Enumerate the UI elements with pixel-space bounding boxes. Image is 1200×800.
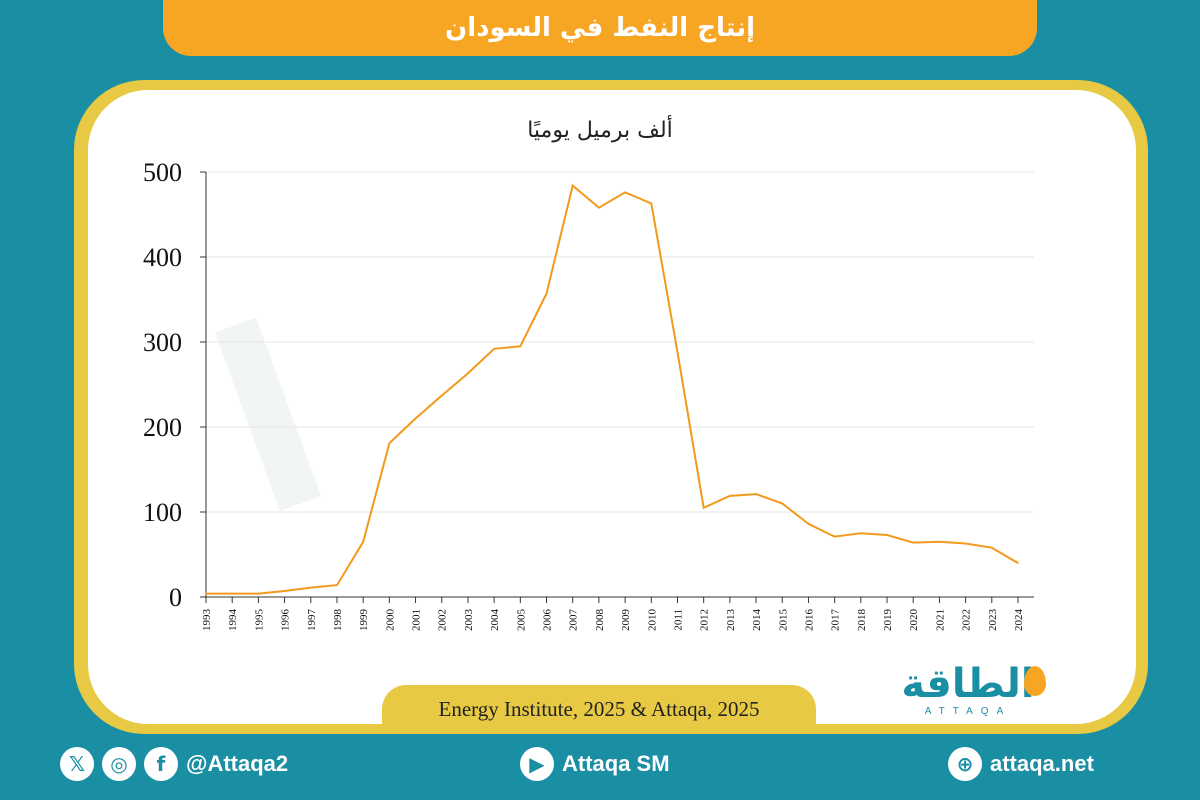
data-point [205, 592, 207, 595]
youtube-label: Attaqa SM [562, 751, 670, 776]
data-point [571, 184, 574, 187]
series-line [206, 183, 1019, 595]
x-tick-label: 2015 [777, 609, 789, 632]
x-tick-label: 2005 [515, 609, 527, 632]
data-point [991, 546, 993, 549]
data-point [729, 495, 731, 497]
x-tick-label: 2011 [672, 609, 684, 631]
x-tick-label: 2024 [1013, 609, 1025, 632]
data-point [964, 542, 967, 545]
facebook-icon[interactable]: f [144, 747, 178, 781]
chart-axes [200, 171, 1034, 603]
brand-sub: ATTAQA [924, 706, 1012, 717]
data-point [493, 348, 495, 350]
source-label: Energy Institute, 2025 & Attaqa, 2025 [382, 685, 816, 733]
data-point [283, 590, 286, 592]
data-point [598, 206, 600, 209]
data-point [519, 345, 522, 348]
oil-drop-icon [1024, 666, 1046, 696]
x-tick-label: 2004 [489, 609, 501, 632]
y-tick-label: 300 [143, 328, 182, 357]
chart-card: ا [88, 90, 1136, 724]
data-point [1017, 562, 1019, 564]
data-point [755, 493, 757, 495]
data-point [231, 592, 233, 595]
data-point [860, 532, 862, 535]
data-point [545, 292, 548, 295]
x-tick-label: 1997 [306, 609, 318, 632]
data-point [912, 541, 915, 544]
y-tick-label: 400 [143, 243, 182, 272]
footer: 𝕏 ◎ f @Attaqa2 ▶ Attaqa SM ⊕ attaqa.net [0, 740, 1200, 790]
x-tick-label: 2003 [463, 609, 475, 632]
y-tick-label: 500 [143, 158, 182, 187]
x-tick-label: 1999 [358, 609, 370, 632]
x-tick-label: 2022 [961, 609, 973, 631]
data-point [336, 584, 338, 586]
data-point [938, 540, 941, 543]
x-icon[interactable]: 𝕏 [60, 747, 94, 781]
page-title: إنتاج النفط في السودان [163, 0, 1037, 56]
data-point [676, 351, 679, 354]
y-axis-ticks: 0 100 200 300 400 500 [143, 158, 182, 612]
data-point [440, 394, 443, 397]
globe-icon: ⊕ [948, 747, 982, 781]
x-tick-label: 2012 [699, 609, 711, 631]
data-point [886, 534, 888, 536]
x-tick-label: 1996 [280, 609, 292, 632]
x-tick-label: 2007 [568, 609, 580, 632]
y-tick-label: 100 [143, 498, 182, 527]
data-point [833, 535, 836, 538]
x-tick-label: 1994 [227, 609, 239, 632]
y-tick-label: 200 [143, 413, 182, 442]
x-axis-ticks: 1993 1994 1995 1996 1997 1998 1999 2000 2001 2002… [201, 609, 1025, 632]
data-point [362, 540, 364, 543]
website-link[interactable]: ⊕ attaqa.net [948, 746, 1094, 782]
x-tick-label: 2009 [620, 609, 632, 632]
data-point [467, 372, 469, 375]
chart-unit-label: ألف برميل يوميًا [527, 118, 673, 143]
chart-series [205, 183, 1019, 595]
youtube-icon: ▶ [520, 747, 554, 781]
social-links: 𝕏 ◎ f @Attaqa2 [60, 746, 288, 782]
brand-name: الطاقة [901, 661, 1035, 707]
x-tick-label: 2010 [646, 609, 658, 632]
x-tick-label: 2016 [803, 609, 815, 632]
data-point [781, 502, 784, 505]
data-point [414, 417, 417, 420]
chart-grid [206, 171, 1034, 513]
y-tick-label: 0 [169, 583, 182, 612]
data-point [807, 523, 810, 525]
x-tick-label: 2006 [542, 609, 554, 632]
instagram-icon[interactable]: ◎ [102, 747, 136, 781]
x-tick-label: 2021 [934, 609, 946, 631]
youtube-link[interactable]: ▶ Attaqa SM [520, 746, 670, 782]
data-point [309, 586, 312, 589]
x-tick-label: 1993 [201, 609, 213, 632]
x-tick-label: 2008 [594, 609, 606, 632]
brand-logo: الطاقة ATTAQA [868, 662, 1068, 718]
x-tick-label: 2001 [411, 609, 423, 631]
data-point [388, 442, 391, 444]
x-tick-label: 1998 [332, 609, 344, 632]
x-tick-label: 2000 [384, 609, 396, 632]
data-point [702, 506, 705, 509]
x-tick-label: 2014 [751, 609, 763, 632]
data-point [650, 202, 653, 205]
data-point [257, 592, 260, 595]
x-tick-label: 2013 [725, 609, 737, 632]
x-tick-label: 2018 [856, 609, 868, 632]
x-tick-label: 2017 [830, 609, 842, 632]
x-tick-label: 1995 [253, 609, 265, 632]
x-tick-label: 2002 [437, 609, 449, 631]
website-label: attaqa.net [990, 751, 1094, 776]
x-tick-label: 2023 [987, 609, 999, 632]
x-tick-label: 2020 [908, 609, 920, 632]
social-handle[interactable]: @Attaqa2 [186, 751, 289, 776]
data-point [624, 191, 626, 194]
x-tick-label: 2019 [882, 609, 894, 632]
